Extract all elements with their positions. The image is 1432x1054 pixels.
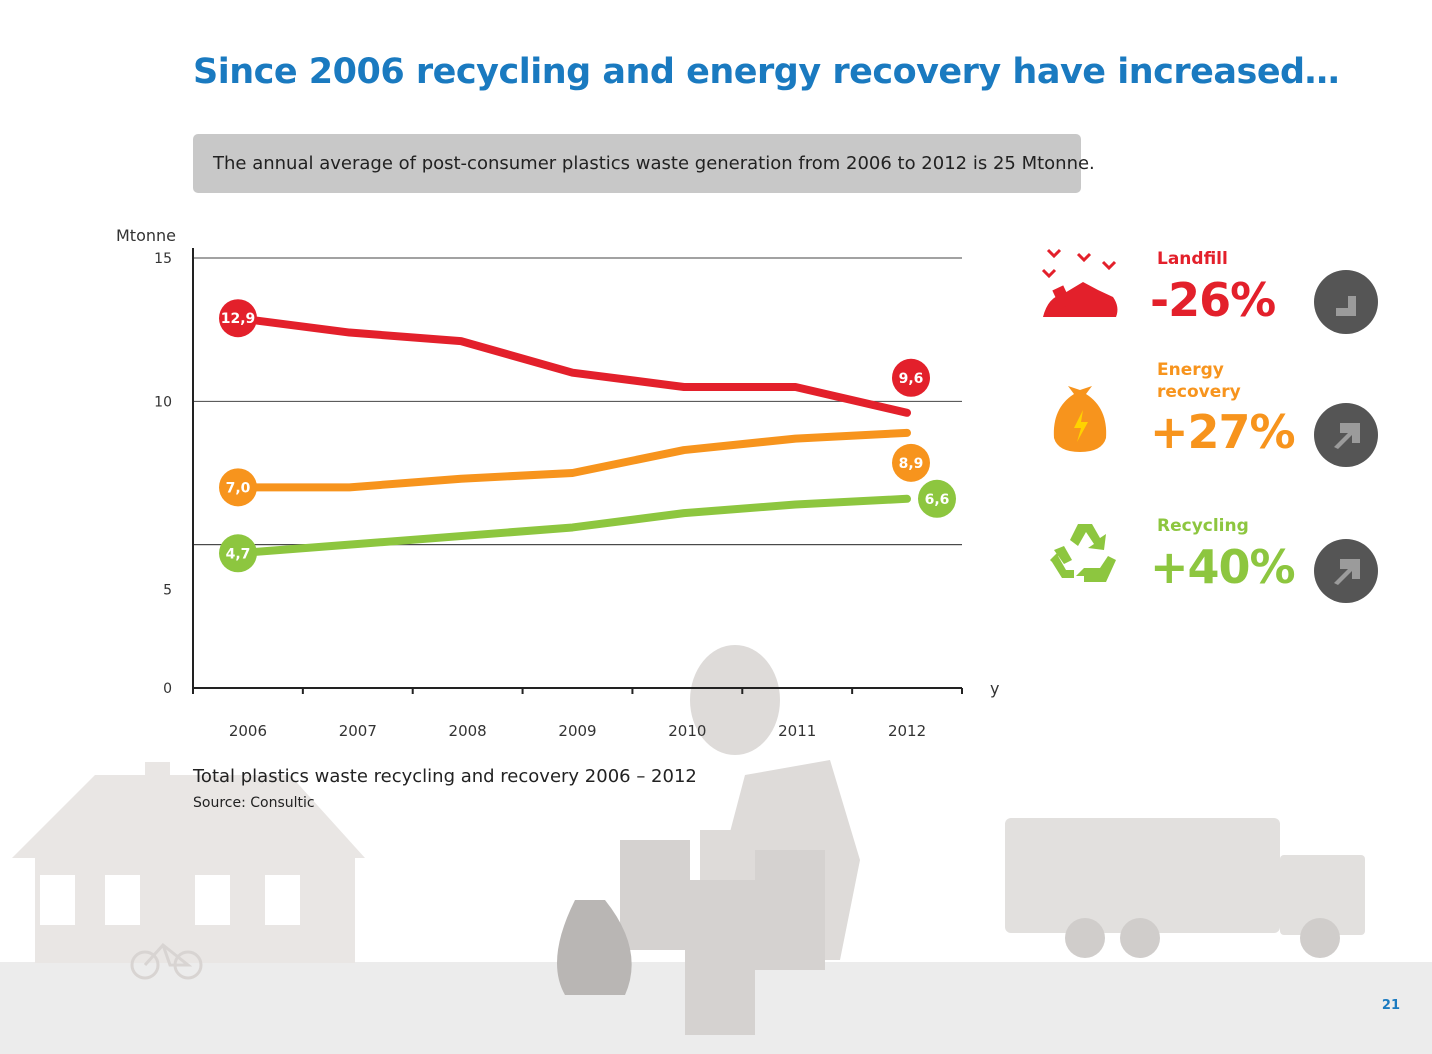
landfill-icon <box>1041 248 1118 317</box>
y-axis-title: Mtonne <box>116 226 176 245</box>
x-tick-label: 2008 <box>449 722 487 740</box>
x-axis-title: year <box>990 679 1000 698</box>
data-point-start-energy <box>219 468 257 507</box>
data-label-end-recycling: 6,6 <box>925 492 950 508</box>
data-point-end-energy <box>892 443 930 482</box>
trend-up-arrow-icon <box>1314 403 1378 467</box>
x-tick-label: 2012 <box>888 722 926 740</box>
bins-illustration <box>557 840 825 1035</box>
trend-down-arrow-icon <box>1314 270 1378 334</box>
house-illustration <box>12 762 365 963</box>
info-box-text: The annual average of post-consumer plas… <box>213 153 1095 174</box>
y-tick-label: 10 <box>154 394 172 410</box>
trend-up-arrow-icon <box>1314 539 1378 603</box>
stat-value-recycling: +40% <box>1150 540 1296 594</box>
data-label-start-energy: 7,0 <box>226 480 251 496</box>
data-point-start-landfill <box>219 299 257 338</box>
stat-label-energy-line2: recovery <box>1157 382 1241 402</box>
data-label-start-landfill: 12,9 <box>221 311 256 327</box>
series-line-recycling <box>234 494 911 558</box>
truck-illustration <box>1005 818 1365 958</box>
y-tick-label: 5 <box>163 583 172 599</box>
stat-label-energy-line1: Energy <box>1157 360 1224 380</box>
y-tick-label: 15 <box>154 251 172 267</box>
recycling-icon <box>1050 524 1116 582</box>
stat-label-landfill: Landfill <box>1157 249 1228 269</box>
data-point-end-landfill <box>892 358 930 397</box>
stat-label-energy: Energy recovery <box>1157 359 1241 403</box>
y-tick-label: 0 <box>163 681 172 697</box>
series-line-energy <box>234 428 911 492</box>
x-tick-label: 2006 <box>229 722 267 740</box>
data-point-end-recycling <box>918 479 956 518</box>
page-number: 21 <box>1381 998 1400 1013</box>
bicycle-illustration <box>130 942 203 980</box>
info-box: The annual average of post-consumer plas… <box>193 134 1095 193</box>
chart-source: Source: Consultic <box>193 795 315 811</box>
x-tick-label: 2009 <box>558 722 596 740</box>
x-tick-label: 2010 <box>668 722 706 740</box>
x-tick-label: 2007 <box>339 722 377 740</box>
series-line-landfill <box>234 314 911 417</box>
data-label-end-energy: 8,9 <box>899 456 924 472</box>
chart-caption: Total plastics waste recycling and recov… <box>193 766 697 787</box>
x-tick-label: 2011 <box>778 722 816 740</box>
energy-bag-icon <box>1053 386 1107 452</box>
stat-value-landfill: -26% <box>1150 273 1276 327</box>
line-chart: Mtonne 0 5 10 15 2006 2007 2008 2009 2010 2011 2012… <box>116 226 1000 740</box>
data-point-start-recycling <box>219 534 257 573</box>
data-label-start-recycling: 4,7 <box>226 546 251 562</box>
page-title: Since 2006 recycling and energy recovery… <box>193 52 1340 92</box>
stat-value-energy: +27% <box>1150 405 1296 459</box>
data-label-end-landfill: 9,6 <box>899 371 924 387</box>
stat-label-recycling: Recycling <box>1157 516 1249 536</box>
